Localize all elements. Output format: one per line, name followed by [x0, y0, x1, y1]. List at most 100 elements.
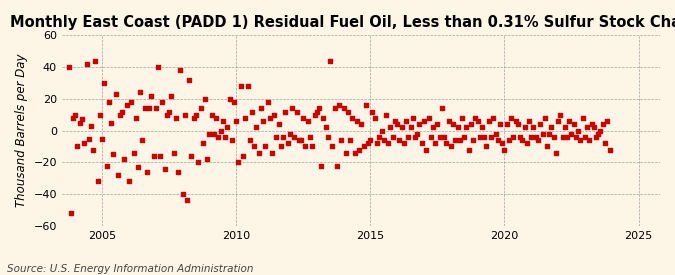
Point: [350, 151, 360, 155]
Point: [124, 179, 134, 184]
Point: [242, 84, 253, 88]
Point: [213, 135, 223, 139]
Point: [304, 135, 315, 139]
Point: [83, 136, 94, 141]
Point: [499, 147, 510, 152]
Point: [110, 92, 121, 96]
Point: [258, 119, 269, 123]
Point: [278, 135, 289, 139]
Text: Source: U.S. Energy Information Administration: Source: U.S. Energy Information Administ…: [7, 264, 253, 274]
Point: [282, 141, 293, 145]
Point: [275, 144, 286, 149]
Point: [108, 152, 119, 157]
Point: [70, 112, 81, 117]
Point: [531, 135, 541, 139]
Point: [197, 141, 208, 145]
Point: [454, 138, 465, 142]
Point: [309, 112, 320, 117]
Point: [200, 97, 211, 101]
Point: [188, 116, 199, 120]
Point: [294, 138, 304, 142]
Point: [306, 144, 317, 149]
Point: [182, 198, 192, 203]
Point: [398, 141, 409, 145]
Point: [597, 122, 608, 127]
Point: [90, 59, 101, 63]
Point: [492, 138, 503, 142]
Point: [338, 106, 349, 111]
Point: [251, 125, 262, 130]
Point: [403, 135, 414, 139]
Point: [548, 135, 559, 139]
Point: [506, 116, 516, 120]
Point: [405, 125, 416, 130]
Point: [311, 109, 322, 114]
Point: [437, 106, 448, 111]
Point: [139, 106, 150, 111]
Point: [512, 122, 523, 127]
Point: [193, 160, 204, 164]
Point: [584, 138, 595, 142]
Point: [215, 128, 226, 133]
Point: [560, 125, 570, 130]
Point: [236, 84, 246, 88]
Point: [477, 125, 487, 130]
Point: [430, 141, 441, 145]
Point: [229, 100, 240, 104]
Point: [284, 131, 295, 136]
Point: [410, 135, 421, 139]
Point: [291, 109, 302, 114]
Point: [287, 106, 298, 111]
Point: [184, 78, 194, 82]
Point: [262, 100, 273, 104]
Point: [271, 135, 282, 139]
Point: [343, 109, 354, 114]
Point: [457, 116, 468, 120]
Point: [495, 122, 506, 127]
Point: [407, 116, 418, 120]
Point: [331, 163, 342, 168]
Point: [508, 135, 518, 139]
Point: [137, 138, 148, 142]
Point: [387, 135, 398, 139]
Point: [472, 119, 483, 123]
Point: [595, 128, 606, 133]
Point: [558, 135, 568, 139]
Point: [497, 141, 508, 145]
Point: [186, 154, 197, 158]
Point: [296, 138, 306, 142]
Point: [562, 135, 572, 139]
Point: [524, 119, 535, 123]
Point: [327, 144, 338, 149]
Point: [362, 141, 373, 145]
Point: [604, 147, 615, 152]
Point: [347, 116, 358, 120]
Point: [95, 112, 105, 117]
Point: [178, 192, 188, 196]
Point: [568, 122, 579, 127]
Point: [103, 100, 114, 104]
Point: [325, 59, 335, 63]
Point: [74, 120, 85, 125]
Point: [92, 179, 103, 184]
Point: [466, 122, 477, 127]
Point: [463, 147, 474, 152]
Point: [564, 119, 574, 123]
Point: [128, 151, 139, 155]
Point: [157, 100, 168, 104]
Point: [190, 112, 201, 117]
Point: [376, 128, 387, 133]
Point: [577, 116, 588, 120]
Point: [153, 65, 163, 69]
Point: [88, 147, 99, 152]
Point: [485, 135, 496, 139]
Point: [379, 138, 389, 142]
Point: [233, 160, 244, 164]
Point: [166, 94, 177, 98]
Point: [555, 112, 566, 117]
Point: [541, 144, 552, 149]
Point: [475, 135, 485, 139]
Point: [97, 136, 107, 141]
Point: [63, 65, 74, 69]
Point: [470, 116, 481, 120]
